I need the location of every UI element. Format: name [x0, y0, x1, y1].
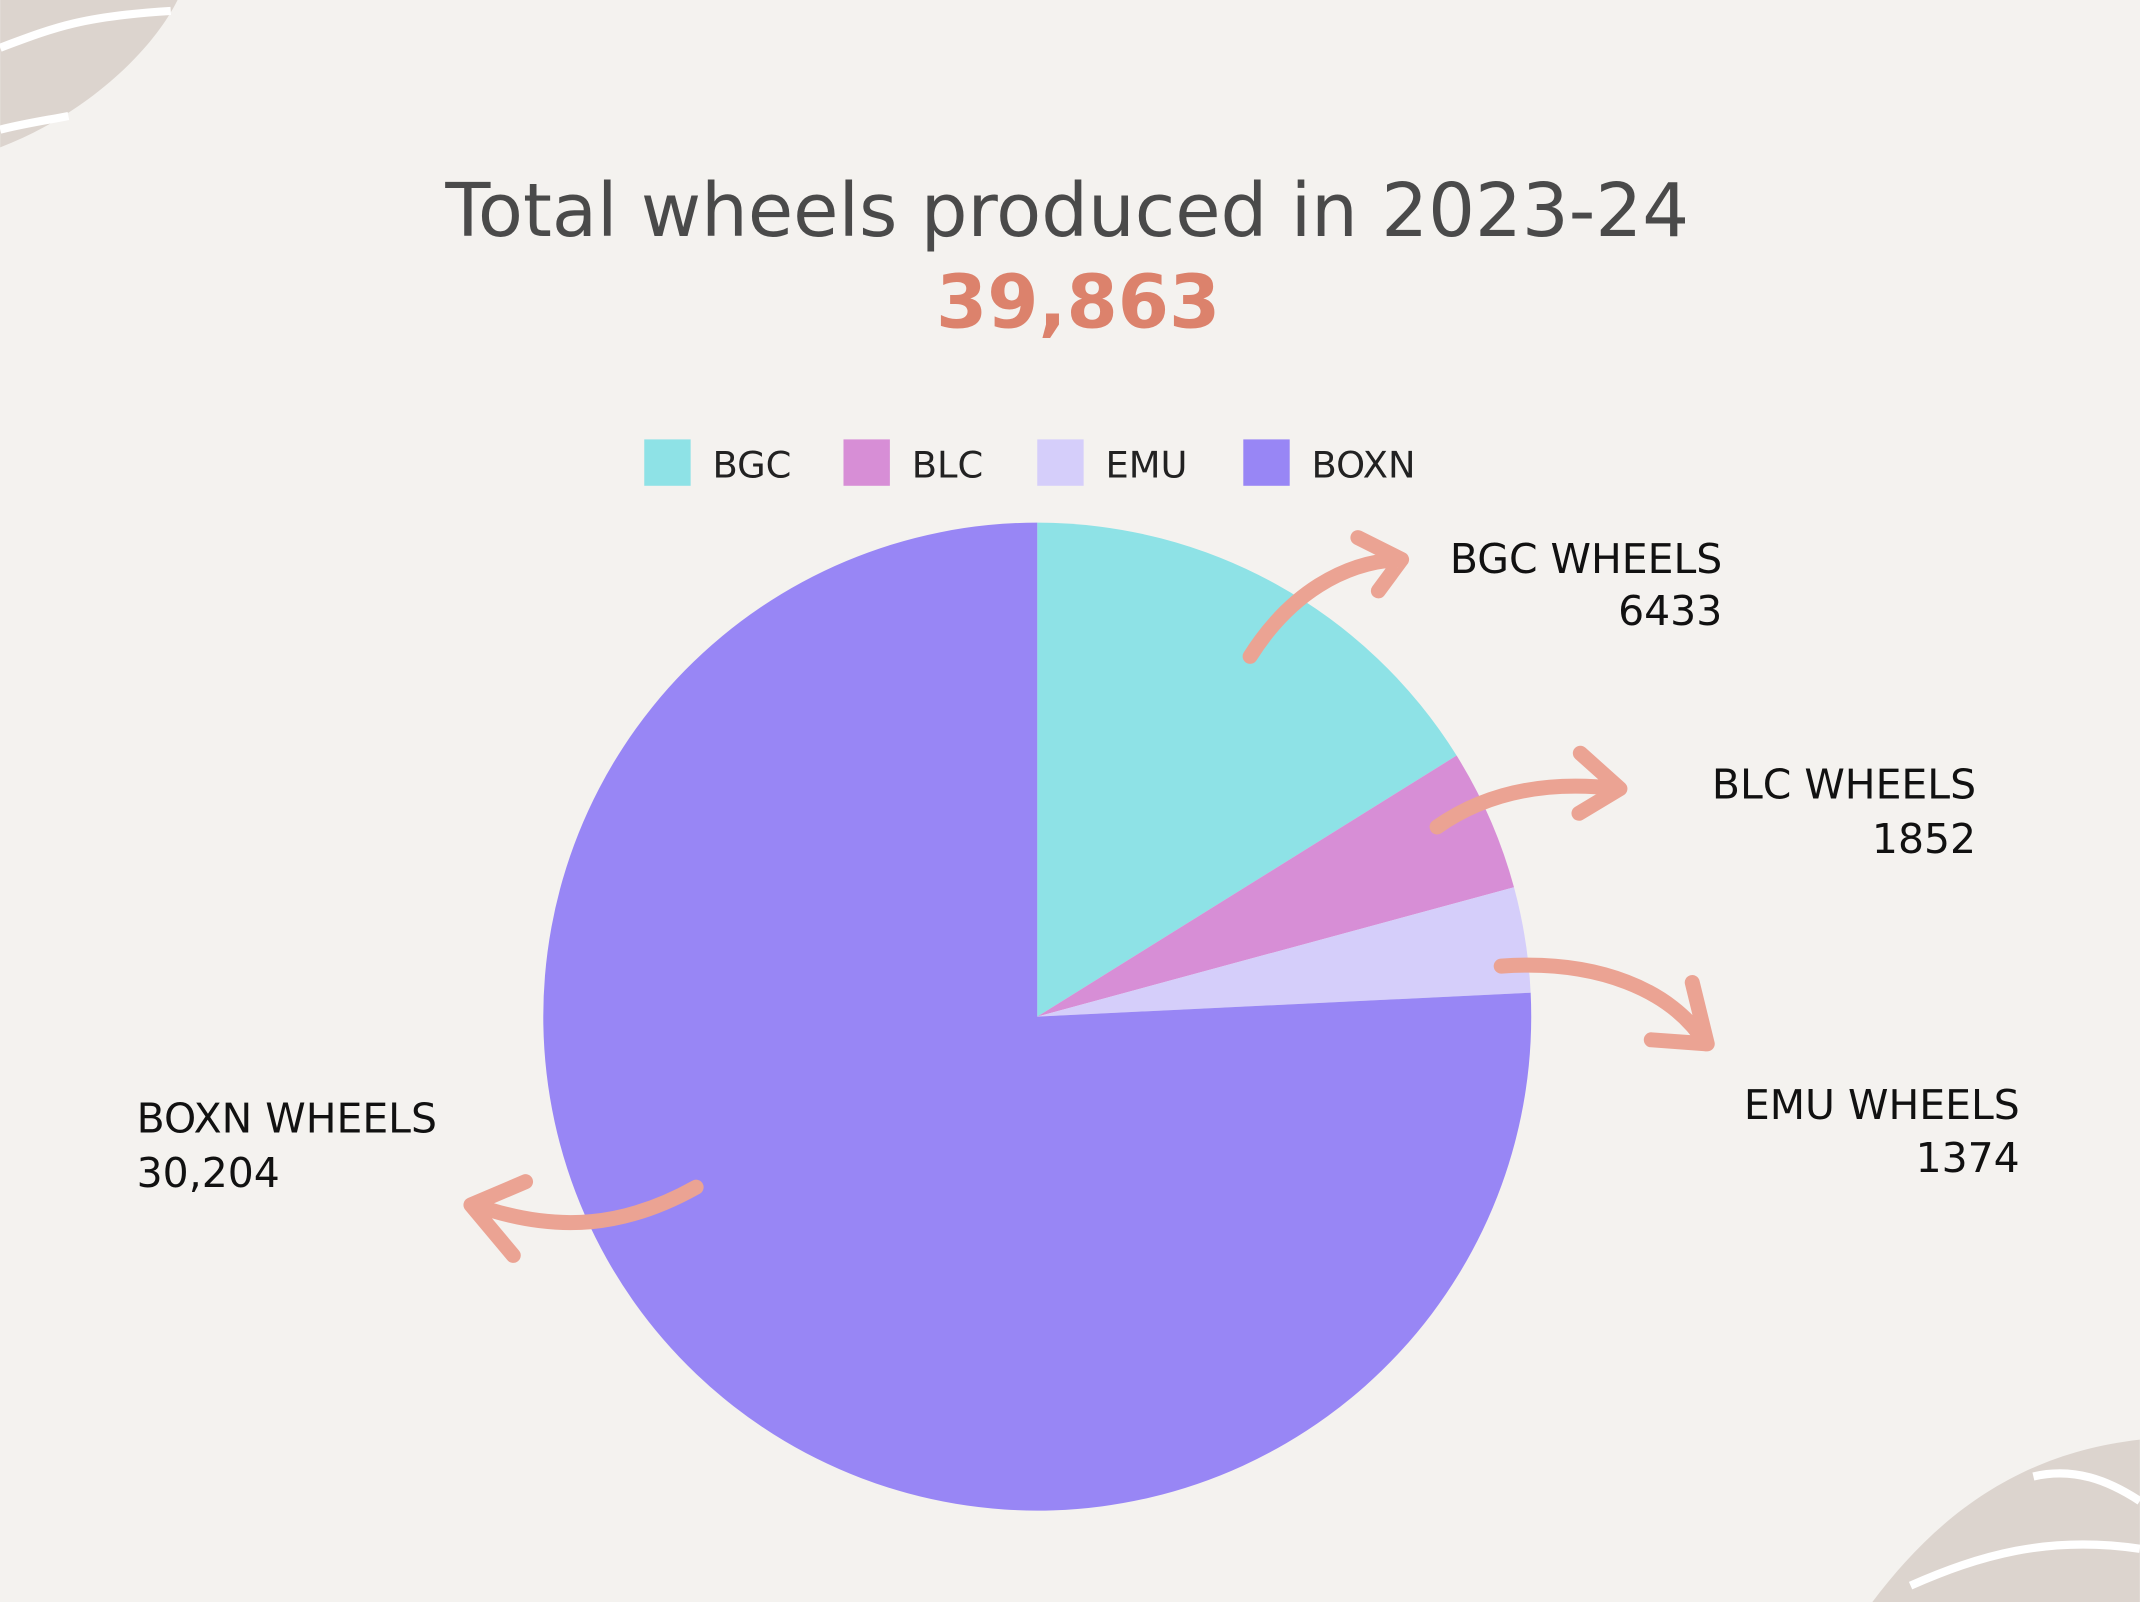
callout-blc-label: BLC WHEELS	[1712, 760, 1976, 808]
total-value: 39,863	[936, 260, 1220, 345]
corner-decoration-top-left	[0, 0, 178, 148]
legend-swatch-emu	[1037, 439, 1084, 486]
legend-swatch-boxn	[1243, 439, 1290, 486]
arrow-icon-emu	[1493, 957, 1715, 1052]
pie-slice-boxn	[543, 522, 1532, 1511]
pie-slice-blc	[1037, 755, 1514, 1017]
legend-swatch-bgc	[644, 439, 691, 486]
callout-blc: BLC WHEELS 1852	[1712, 760, 1976, 863]
legend: BGC BLC EMU BOXN	[644, 439, 1416, 487]
callout-bgc: BGC WHEELS 6433	[1450, 535, 1722, 635]
legend-swatch-blc	[843, 439, 890, 486]
legend-label-blc: BLC	[912, 444, 984, 487]
chart-title: Total wheels produced in 2023-24	[444, 169, 1689, 254]
legend-label-bgc: BGC	[712, 444, 791, 487]
callout-boxn-label: BOXN WHEELS	[137, 1095, 437, 1143]
callout-boxn: BOXN WHEELS 30,204	[137, 1095, 437, 1198]
callout-arrows	[463, 530, 1715, 1263]
arrow-icon-boxn	[463, 1174, 704, 1263]
pie-slices	[543, 522, 1532, 1511]
corner-decoration-bottom-right	[1872, 1439, 2140, 1602]
legend-label-boxn: BOXN	[1312, 444, 1416, 487]
pie-slice-emu	[1037, 887, 1531, 1017]
arrow-icon-blc	[1429, 745, 1628, 835]
callout-bgc-value: 6433	[1618, 587, 1722, 635]
arrow-icon-bgc	[1242, 530, 1410, 664]
callout-emu-label: EMU WHEELS	[1744, 1081, 2020, 1129]
legend-label-emu: EMU	[1105, 444, 1187, 487]
callout-emu: EMU WHEELS 1374	[1744, 1081, 2020, 1182]
callout-blc-value: 1852	[1872, 815, 1976, 863]
pie-slice-bgc	[1037, 522, 1457, 1017]
callout-boxn-value: 30,204	[137, 1149, 280, 1197]
callout-emu-value: 1374	[1916, 1134, 2020, 1182]
callout-bgc-label: BGC WHEELS	[1450, 535, 1722, 583]
